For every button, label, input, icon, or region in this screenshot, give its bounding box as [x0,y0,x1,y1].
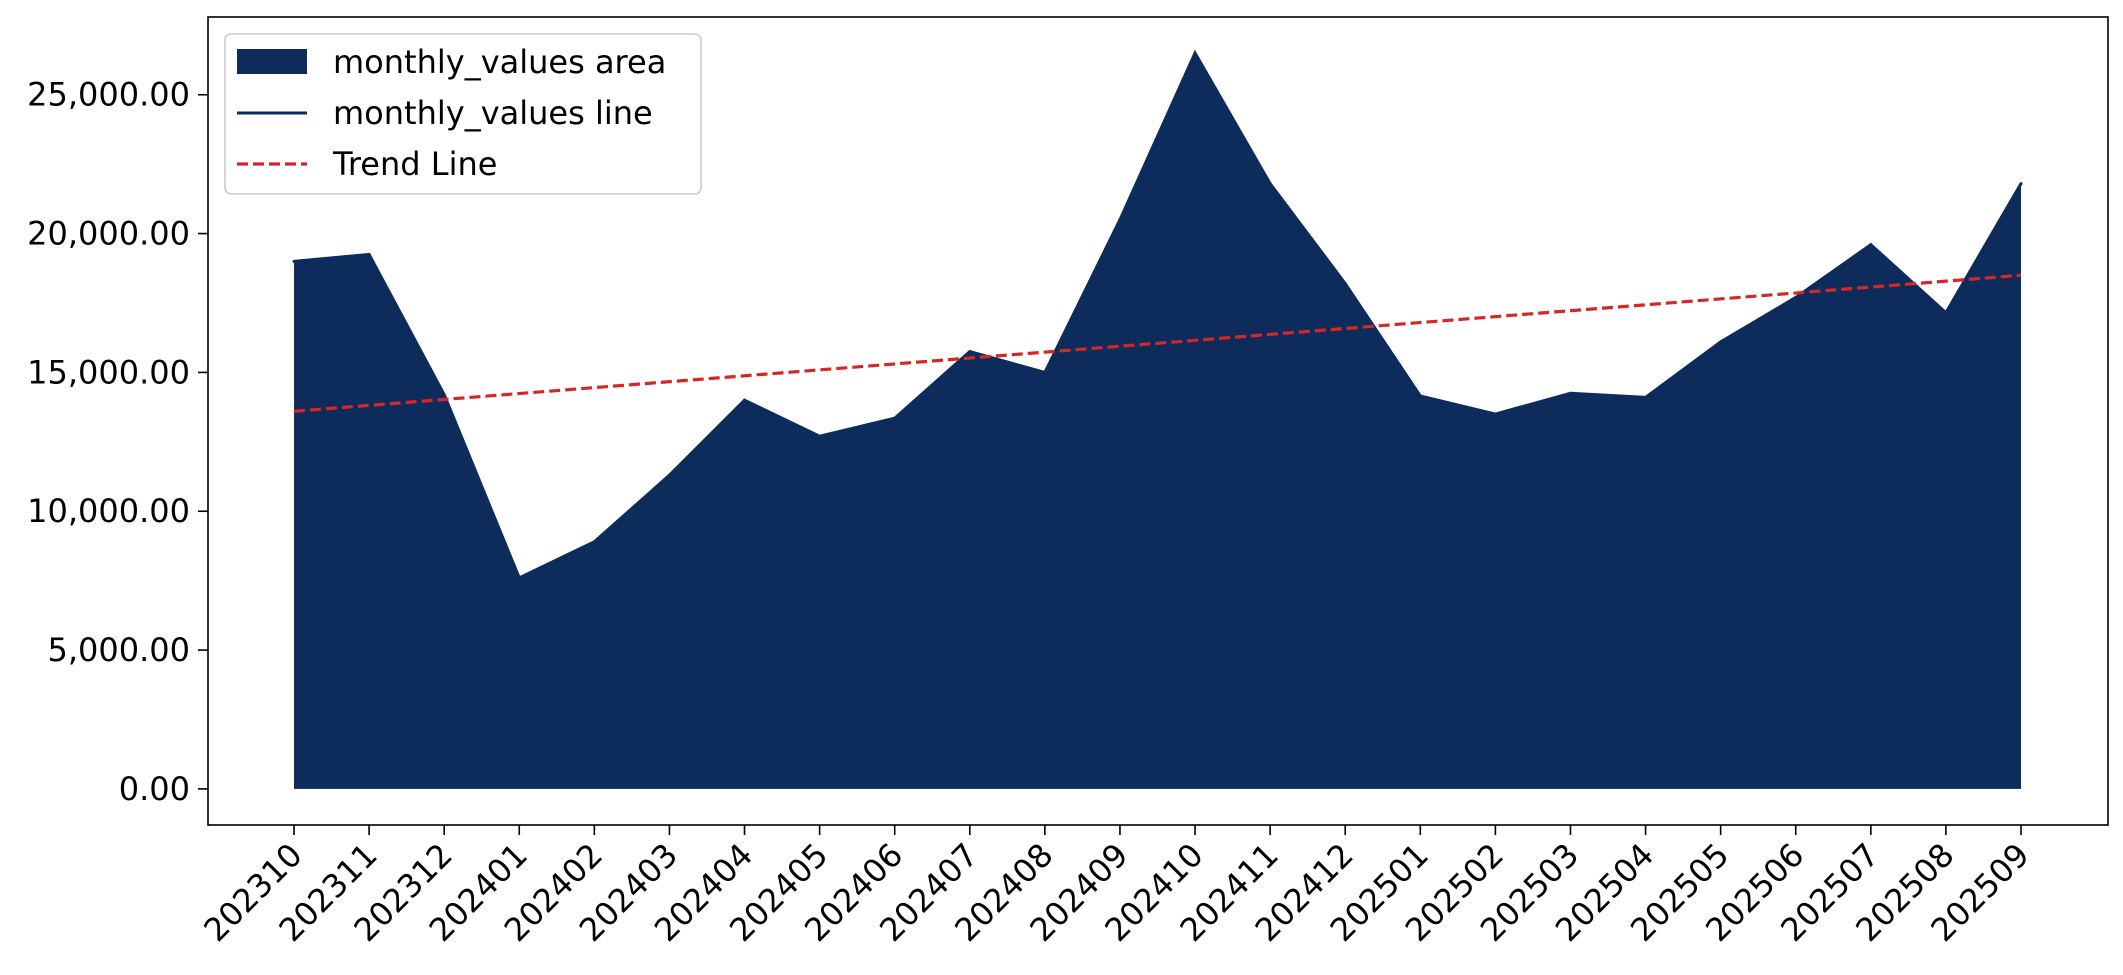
legend: monthly_values area monthly_values line Tr… [224,33,702,195]
data-point [1043,370,1047,374]
data-point [2019,182,2023,186]
data-point [517,576,521,580]
data-point [367,252,371,256]
data-point [592,540,596,544]
y-tick-label: 5,000.00 [48,631,191,669]
data-point [1493,412,1497,416]
data-point [442,393,446,397]
data-point [743,398,747,402]
legend-label: monthly_values line [333,94,653,132]
data-point [1418,394,1422,398]
data-point [1193,51,1197,55]
data-point [1794,295,1798,299]
y-tick-label: 0.00 [119,770,190,808]
series-line [293,49,2023,580]
data-point [968,350,972,354]
data-point [1944,311,1948,315]
legend-box [224,33,702,195]
y-tick-label: 20,000.00 [27,215,190,253]
area-fill [294,53,2021,789]
data-point [1118,218,1122,222]
legend-label: monthly_values area [333,43,666,81]
data-point [1719,340,1723,344]
data-point [818,434,822,438]
trend-line [293,273,2022,413]
data-point [893,416,897,420]
legend-swatch-area [237,49,307,74]
data-point [1869,243,1873,247]
data-point [292,259,296,263]
plot-frame [207,16,2109,826]
y-tick-label: 15,000.00 [27,353,190,391]
data-point [1568,391,1572,395]
data-point [667,473,671,477]
y-tick-label: 25,000.00 [27,76,190,114]
plot-area [292,49,2023,789]
y-tick-label: 10,000.00 [27,492,190,530]
data-point [1343,282,1347,286]
legend-label: Trend Line [332,145,497,183]
y-axis: 0.00 5,000.00 10,000.00 15,000.00 20,000.00 2… [27,76,208,808]
data-point [1268,182,1272,186]
data-point [1644,395,1648,399]
